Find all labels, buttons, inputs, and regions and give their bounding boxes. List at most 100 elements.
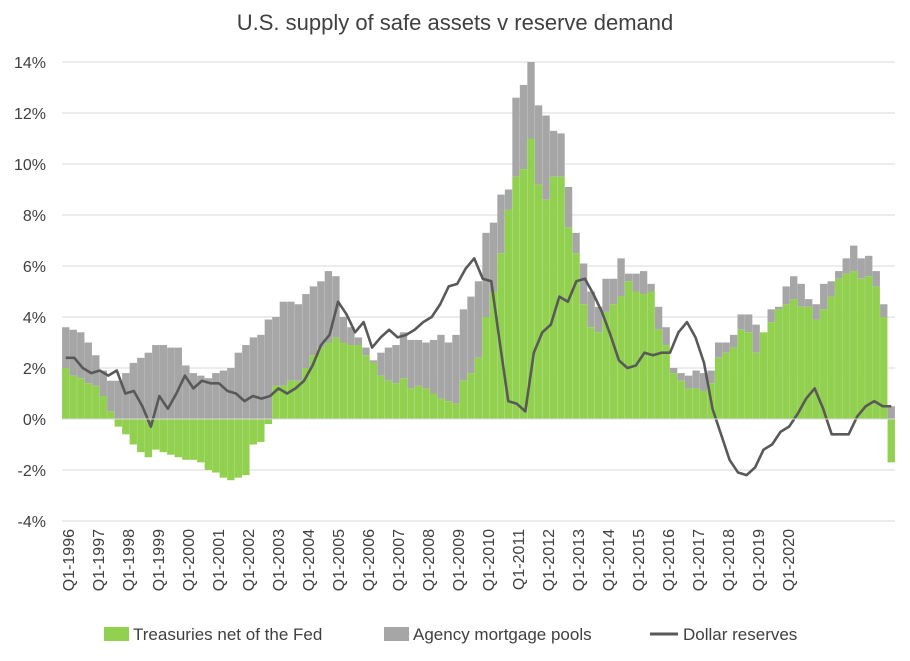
legend-swatch-treasuries [104, 627, 129, 641]
x-tick-label: Q1-2013 [571, 529, 588, 591]
y-tick-label: 0% [23, 412, 46, 429]
treasuries-bar [549, 176, 558, 419]
agency-bar [632, 273, 640, 292]
treasuries-bar [692, 388, 700, 419]
agency-bar [84, 342, 92, 384]
treasuries-bar [144, 419, 152, 458]
agency-bar [722, 342, 730, 353]
agency-bar [624, 273, 633, 282]
treasuries-bar [797, 306, 805, 419]
treasuries-bar [579, 304, 588, 419]
treasuries-bar [302, 368, 310, 419]
treasuries-bar [759, 332, 768, 419]
treasuries-bar [219, 419, 228, 478]
treasuries-bar [182, 419, 190, 460]
treasuries-bar [767, 322, 775, 419]
agency-bar [744, 314, 753, 333]
agency-bar [512, 97, 520, 177]
treasuries-bar [422, 388, 430, 419]
x-tick-label: Q1-2019 [751, 529, 768, 591]
treasuries-bar [309, 355, 318, 419]
treasuries-bar [699, 390, 708, 419]
agency-bar [714, 342, 723, 358]
agency-bar [377, 352, 385, 376]
treasuries-bar [474, 357, 483, 419]
x-tick-label: Q1-2011 [511, 529, 528, 590]
treasuries-bar [392, 383, 400, 419]
treasuries-bar [729, 347, 738, 419]
agency-bar [729, 334, 738, 348]
treasuries-bar [257, 419, 265, 442]
legend: Treasuries net of the Fed Agency mortgag… [104, 625, 797, 644]
treasuries-bar [722, 352, 730, 419]
x-tick-label: Q1-2015 [631, 529, 648, 591]
treasuries-bar [137, 419, 145, 453]
treasuries-bar [99, 396, 107, 419]
treasuries-bar [62, 368, 70, 419]
treasuries-bar [242, 419, 250, 476]
agency-bar [279, 301, 288, 386]
treasuries-bar [812, 319, 820, 419]
agency-bar [737, 314, 745, 330]
agency-bar [437, 334, 445, 399]
x-tick-label: Q1-2005 [331, 529, 348, 591]
treasuries-bar [279, 385, 288, 419]
agency-bar [429, 339, 438, 394]
chart-title: U.S. supply of safe assets v reserve dem… [236, 10, 674, 35]
treasuries-bar [684, 388, 693, 419]
agency-bar [152, 345, 160, 419]
agency-bar [594, 306, 603, 333]
treasuries-bar [887, 419, 895, 463]
x-tick-label: Q1-1998 [121, 529, 138, 591]
agency-bar [62, 327, 70, 368]
agency-bar [122, 373, 130, 419]
treasuries-bar [332, 337, 340, 419]
treasuries-bar [69, 375, 77, 419]
legend-label-agency: Agency mortgage pools [413, 625, 592, 644]
treasuries-bar [737, 329, 745, 419]
dollar-reserves-line [65, 257, 892, 477]
treasuries-bar [227, 419, 235, 481]
y-tick-labels: -4% -2% 0% 2% 4% 6% 8% 10% 12% 14% [14, 55, 46, 531]
treasuries-bar [534, 184, 543, 419]
agency-bar [790, 276, 798, 300]
agency-bar [467, 296, 475, 374]
bar-series [62, 62, 895, 481]
agency-bar [167, 347, 175, 419]
agency-bar [805, 299, 813, 307]
agency-bar [174, 347, 182, 419]
treasuries-bar [820, 309, 828, 419]
agency-bar [339, 317, 348, 343]
agency-bar [519, 84, 528, 170]
treasuries-bar [467, 373, 475, 419]
agency-bar [317, 281, 325, 348]
treasuries-bar [377, 375, 385, 419]
y-tick-label: 8% [23, 208, 46, 225]
treasuries-bar [369, 362, 378, 419]
y-tick-label: 6% [23, 259, 46, 276]
treasuries-bar [504, 209, 513, 419]
treasuries-bar [77, 378, 85, 419]
agency-bar [362, 347, 370, 356]
treasuries-bar [122, 419, 130, 435]
agency-bar [257, 334, 265, 419]
agency-bar [399, 332, 408, 379]
y-tick-label: 4% [23, 310, 46, 327]
treasuries-bar [752, 352, 760, 419]
y-tick-label: 14% [14, 55, 46, 72]
treasuries-bar [249, 419, 258, 445]
agency-bar [384, 347, 393, 381]
agency-bar [407, 339, 415, 389]
agency-bar [669, 368, 678, 374]
agency-bar [827, 281, 835, 297]
treasuries-bar [287, 380, 295, 419]
agency-bar [617, 258, 625, 297]
y-tick-label: -2% [18, 463, 46, 480]
y-tick-label: 10% [14, 157, 46, 174]
treasuries-bar [617, 296, 625, 419]
agency-bar [69, 329, 77, 376]
agency-bar [354, 337, 363, 346]
treasuries-bar [512, 176, 520, 419]
treasuries-bar [609, 304, 618, 419]
